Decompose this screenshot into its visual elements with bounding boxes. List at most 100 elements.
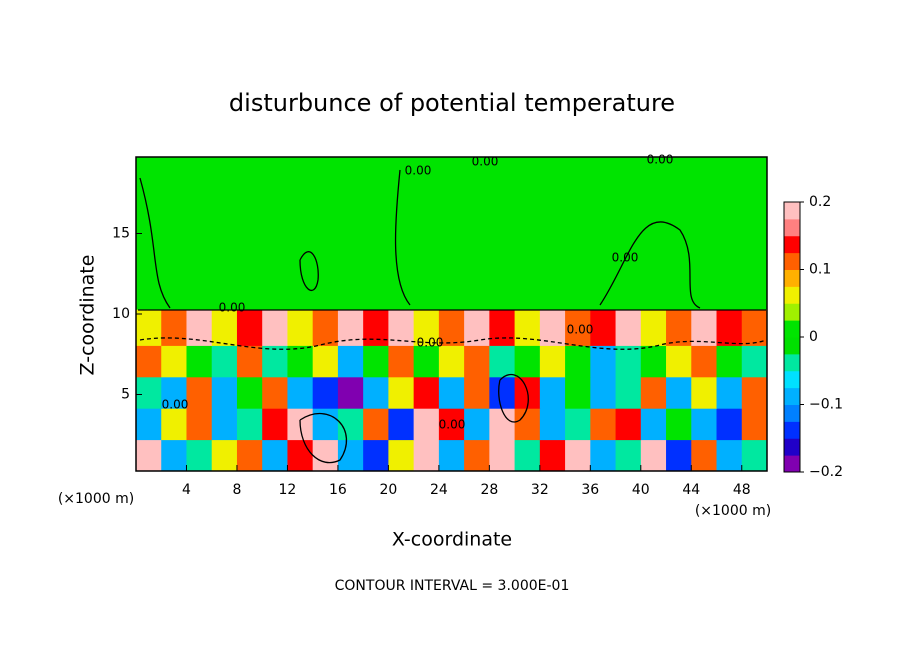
field-cell (666, 309, 692, 346)
field-cell (590, 345, 617, 378)
contour-line (299, 251, 319, 292)
colorbar-swatch (784, 455, 800, 473)
field-cell (211, 157, 238, 310)
field-cell (161, 408, 187, 441)
field-cell (287, 309, 314, 346)
field-cell (590, 408, 617, 441)
field-cell (691, 376, 718, 409)
contour-label: 0.00 (612, 251, 639, 265)
field-cell (262, 345, 288, 378)
field-cell (514, 345, 541, 378)
field-cell (161, 309, 187, 346)
colorbar-swatch (784, 202, 800, 220)
field-cell (363, 439, 389, 472)
colorbar-tick-label: 0.2 (809, 194, 831, 210)
axes: 4 8 12 16 20 24 28 32 36 40 44 48510150.20.10−0.1−0… (112, 153, 843, 499)
colorbar-swatch (784, 387, 800, 405)
chart-title: disturbunce of potential temperature (229, 89, 675, 117)
colorbar-tick-label: −0.1 (809, 397, 843, 413)
field-cell (489, 309, 516, 346)
field-cell (312, 376, 339, 409)
field-cell (615, 439, 642, 472)
field-cell (666, 439, 692, 472)
contour-line (394, 169, 411, 306)
field-cell (615, 309, 642, 346)
x-tick-label: 32 (531, 482, 549, 498)
field-cell (716, 309, 743, 346)
field-cell (464, 439, 490, 472)
y-axis-label: Z-coordinate (77, 255, 99, 376)
field-cell (262, 376, 288, 409)
x-tick-label: 48 (733, 482, 751, 498)
field-cell (640, 408, 667, 441)
field-cell (161, 376, 187, 409)
field-cell (741, 408, 768, 441)
field-cell (514, 408, 541, 441)
colorbar-swatch (784, 438, 800, 456)
field-cell (640, 376, 667, 409)
field-cell (539, 439, 566, 472)
field-cell (337, 157, 364, 310)
contour-label: 0.00 (162, 398, 189, 412)
field-cell (691, 345, 718, 378)
contour-label: 0.00 (472, 155, 499, 169)
field-cell (186, 376, 213, 409)
field-cell (666, 408, 692, 441)
x-unit-left: (×1000 m) (58, 491, 134, 507)
field-cell (489, 345, 516, 378)
field-cell (741, 345, 768, 378)
field-cell (716, 376, 743, 409)
x-axis-label: X-coordinate (392, 529, 512, 551)
field-cell (161, 345, 187, 378)
field-cell (186, 408, 213, 441)
colorbar-tick-label: 0.1 (809, 262, 831, 278)
contour-label: 0.00 (647, 153, 674, 167)
field-cell (363, 376, 389, 409)
field-cell (716, 345, 743, 378)
field-cell (337, 439, 364, 472)
field-cell (438, 157, 465, 310)
field-cell (363, 345, 389, 378)
y-tick-label: 15 (112, 225, 130, 241)
field-cell (388, 439, 415, 472)
field-cell (615, 345, 642, 378)
field-cell (438, 439, 465, 472)
field-cell (236, 345, 263, 378)
y-tick-label: 5 (121, 387, 130, 403)
field-cell (388, 345, 415, 378)
field-cell (211, 309, 238, 346)
field-cell (565, 157, 591, 310)
contour-label: 0.00 (219, 301, 246, 315)
field-cell (186, 157, 213, 310)
field-cell (236, 439, 263, 472)
field-cell (741, 439, 768, 472)
field-cell (287, 439, 314, 472)
field-cell (716, 157, 743, 310)
field-cell (438, 376, 465, 409)
field-cell (464, 157, 490, 310)
contour-label: 0.00 (567, 323, 594, 337)
field-cell (464, 376, 490, 409)
field-cell (312, 309, 339, 346)
field-cell (413, 439, 440, 472)
x-tick-label: 4 (182, 482, 191, 498)
field-cell (262, 439, 288, 472)
field-cell (438, 345, 465, 378)
field-cell (211, 345, 238, 378)
x-tick-label: 40 (632, 482, 650, 498)
x-tick-label: 16 (329, 482, 347, 498)
footer: CONTOUR INTERVAL = 3.000E-01 (335, 578, 570, 594)
colorbar-swatch (784, 303, 800, 321)
field-cell (590, 157, 617, 310)
field-cell (438, 408, 465, 441)
field-cell (691, 157, 718, 310)
field-cell (413, 376, 440, 409)
field-cell (716, 439, 743, 472)
field-cell (211, 408, 238, 441)
field-cell (464, 345, 490, 378)
field-cell (565, 309, 591, 346)
field-cell (211, 376, 238, 409)
field-cell (262, 309, 288, 346)
field-cell (539, 157, 566, 310)
field-cell (464, 309, 490, 346)
